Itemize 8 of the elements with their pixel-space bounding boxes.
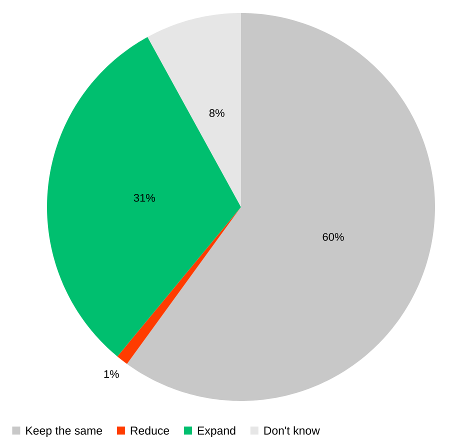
data-label: 60% [322, 233, 344, 241]
legend-label: Keep the same [26, 426, 102, 437]
data-label: 1% [104, 370, 119, 378]
legend-label: Don't know [264, 426, 320, 435]
data-label: 31% [134, 194, 156, 202]
legend-label: Expand [198, 426, 236, 437]
data-label: 8% [209, 109, 224, 117]
legend-label: Reduce [130, 426, 170, 435]
